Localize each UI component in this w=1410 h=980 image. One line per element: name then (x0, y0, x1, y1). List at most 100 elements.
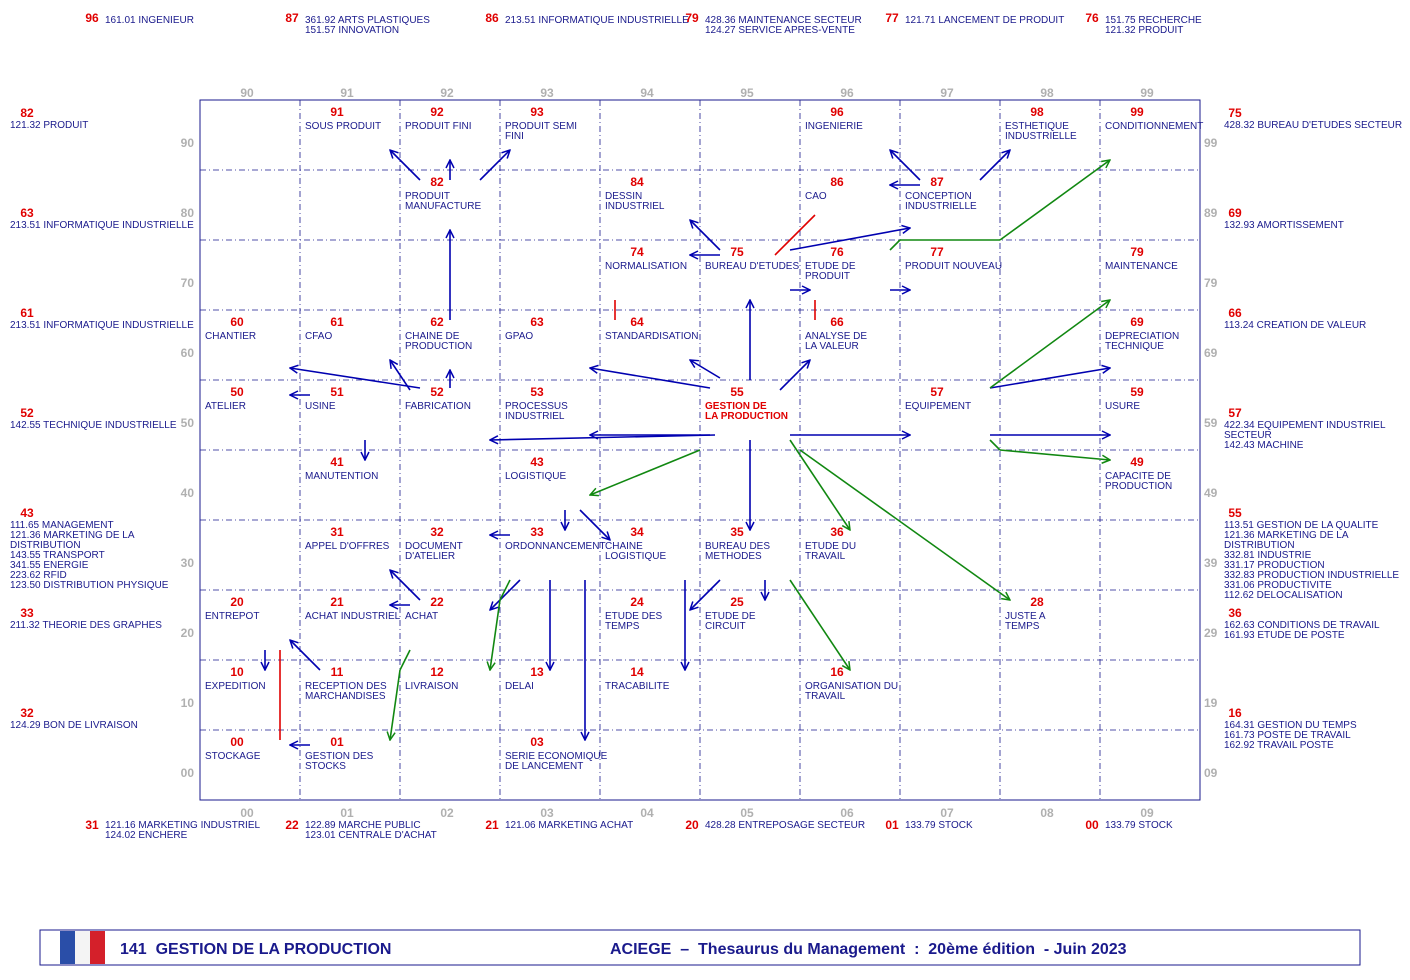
column-label: 03 (540, 806, 554, 820)
cell-label: CAPACITE DE (1105, 471, 1171, 482)
ref-line: 121.36 MARKETING DE LA (10, 530, 135, 541)
cell-code: 31 (330, 525, 344, 539)
cell-label: GESTION DE (705, 401, 767, 412)
flag-blue (60, 931, 75, 964)
cell-label: TEMPS (1005, 621, 1040, 632)
ref-line: 112.62 DELOCALISATION (1224, 590, 1343, 601)
row-label: 39 (1204, 556, 1218, 570)
cell-code: 66 (830, 315, 844, 329)
column-label: 08 (1040, 806, 1054, 820)
cell-code: 03 (530, 735, 544, 749)
cell-label: LA PRODUCTION (705, 411, 788, 422)
cell-label: ANALYSE DE (805, 331, 867, 342)
cell-code: 91 (330, 105, 344, 119)
ref-line: 123.01 CENTRALE D'ACHAT (305, 830, 437, 841)
cell-label: FINI (505, 131, 524, 142)
arrow (579, 509, 610, 540)
arrow (390, 669, 401, 740)
ref-line: 151.75 RECHERCHE (1105, 15, 1202, 26)
cell-label: METHODES (705, 551, 762, 562)
column-label: 93 (540, 86, 554, 100)
cell-code: 64 (630, 315, 644, 329)
row-label: 69 (1204, 346, 1218, 360)
ref-code: 16 (1228, 706, 1242, 720)
arrow (499, 579, 511, 601)
ref-line: SECTEUR (1224, 430, 1272, 441)
ref-line: 123.50 DISTRIBUTION PHYSIQUE (10, 580, 169, 591)
arrow (590, 449, 701, 495)
column-label: 00 (240, 806, 254, 820)
ref-code: 63 (20, 206, 34, 220)
cell-code: 11 (331, 665, 344, 679)
row-label: 60 (181, 346, 195, 360)
cell-label: INGENIERIE (805, 121, 863, 132)
row-label: 90 (181, 136, 195, 150)
ref-code: 79 (685, 11, 699, 25)
flag-white (75, 931, 90, 964)
arrow (490, 579, 521, 610)
arrow (789, 228, 910, 251)
cell-code: 00 (230, 735, 244, 749)
column-label: 94 (640, 86, 654, 100)
row-label: 49 (1204, 486, 1218, 500)
cell-label: EXPEDITION (205, 681, 266, 692)
ref-line: 164.31 GESTION DU TEMPS (1224, 720, 1357, 731)
arrow (590, 368, 711, 389)
cell-label: MAINTENANCE (1105, 261, 1178, 272)
arrow (390, 360, 411, 391)
cell-label: FABRICATION (405, 401, 471, 412)
cell-code: 74 (630, 245, 644, 259)
row-label: 30 (181, 556, 195, 570)
ref-line: 124.29 BON DE LIVRAISON (10, 720, 138, 731)
ref-line: 113.24 CREATION DE VALEUR (1224, 320, 1366, 331)
ref-code: 61 (20, 306, 34, 320)
cell-label: CONDITIONNEMENT (1105, 121, 1203, 132)
cell-label: NORMALISATION (605, 261, 687, 272)
ref-code: 76 (1085, 11, 1099, 25)
cell-label: GESTION DES (305, 751, 374, 762)
ref-line: 213.51 INFORMATIQUE INDUSTRIELLE (10, 220, 194, 231)
cell-code: 24 (630, 595, 644, 609)
cell-code: 32 (430, 525, 444, 539)
column-label: 97 (940, 86, 954, 100)
cell-code: 25 (730, 595, 744, 609)
ref-line: 161.01 INGENIEUR (105, 15, 194, 26)
cell-label: CONCEPTION (905, 191, 972, 202)
cell-label: JUSTE A (1005, 611, 1046, 622)
cell-label: STOCKAGE (205, 751, 261, 762)
cell-label: DEPRECIATION (1105, 331, 1179, 342)
row-label: 80 (181, 206, 195, 220)
arrows (265, 150, 1110, 745)
ref-line: 428.32 BUREAU D'ETUDES SECTEUR (1224, 120, 1402, 131)
cell-label: BUREAU DES (705, 541, 770, 552)
ref-code: 31 (85, 818, 99, 832)
ref-line: 422.34 EQUIPEMENT INDUSTRIEL (1224, 420, 1386, 431)
ref-line: 213.51 INFORMATIQUE INDUSTRIELLE (505, 15, 689, 26)
cell-code: 86 (830, 175, 844, 189)
ref-line: 331.06 PRODUCTIVITE (1224, 580, 1332, 591)
cell-code: 53 (530, 385, 544, 399)
row-label: 59 (1204, 416, 1218, 430)
cell-code: 55 (730, 385, 744, 399)
ref-line: 161.73 POSTE DE TRAVAIL (1224, 730, 1351, 741)
cell-label: LA VALEUR (805, 341, 859, 352)
arrow (479, 150, 510, 181)
cell-code: 43 (530, 455, 544, 469)
cell-label: USURE (1105, 401, 1140, 412)
cell-label: TECHNIQUE (1105, 341, 1164, 352)
column-label: 02 (440, 806, 454, 820)
row-label: 40 (181, 486, 195, 500)
column-label: 99 (1140, 86, 1154, 100)
cell-label: LIVRAISON (405, 681, 458, 692)
ref-line: 121.32 PRODUIT (1105, 25, 1183, 36)
arrow (789, 439, 850, 530)
ref-line: 142.43 MACHINE (1224, 440, 1304, 451)
cell-label: ACHAT INDUSTRIEL (305, 611, 401, 622)
footer-box (39, 929, 1361, 966)
ref-code: 00 (1085, 818, 1099, 832)
ref-code: 20 (685, 818, 699, 832)
ref-code: 01 (885, 818, 899, 832)
cell-label: CIRCUIT (705, 621, 746, 632)
ref-code: 21 (485, 818, 499, 832)
ref-line: 132.93 AMORTISSEMENT (1224, 220, 1344, 231)
